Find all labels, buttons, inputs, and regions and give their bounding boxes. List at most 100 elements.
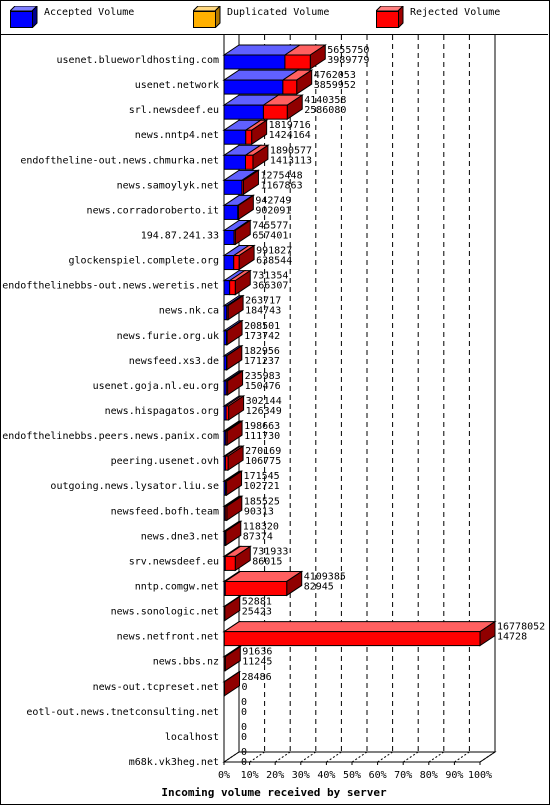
value-label-total: 991827 <box>256 246 292 257</box>
floor-grid-line <box>351 751 368 763</box>
server-label: endoftheline-out.news.chmurka.net <box>20 155 219 166</box>
bar-accepted <box>223 129 247 145</box>
value-label-total: 0 <box>241 722 247 733</box>
legend-swatch-accepted <box>8 4 39 30</box>
value-label-accepted: 3859952 <box>314 80 356 91</box>
server-label: news.hispagatos.org <box>105 406 219 417</box>
server-label: usenet.network <box>135 80 219 91</box>
value-label-accepted: 184743 <box>245 306 281 317</box>
value-label-accepted: 106775 <box>245 456 281 467</box>
floor-grid-line <box>223 751 240 763</box>
bar-accepted <box>223 104 264 120</box>
x-tick-label: 10% <box>241 770 259 781</box>
x-tick-label: 100% <box>468 770 492 781</box>
value-label-accepted: 902091 <box>255 205 291 216</box>
server-label: newsfeed.bofh.team <box>111 506 219 517</box>
value-label-accepted: 638544 <box>256 256 292 267</box>
server-label: news.corradoroberto.it <box>87 205 219 216</box>
floor-grid-line <box>377 751 393 763</box>
value-label-accepted: 90313 <box>244 506 274 517</box>
server-label: 194.87.241.33 <box>141 230 219 241</box>
value-label-accepted: 171237 <box>244 356 280 367</box>
bar-rejected <box>224 580 288 596</box>
x-tick-label: 90% <box>445 770 463 781</box>
value-label-accepted: 111730 <box>244 431 280 442</box>
value-label-total: 1890577 <box>270 145 312 156</box>
legend-item-duplicated <box>191 4 223 30</box>
x-tick-label: 70% <box>394 770 412 781</box>
value-label-total: 4762053 <box>314 70 356 81</box>
value-label-total: 91636 <box>242 647 272 658</box>
value-label-total: 942749 <box>255 195 291 206</box>
bar-rejected <box>233 255 240 271</box>
server-label: news.nk.ca <box>159 306 219 317</box>
bar-rejected <box>224 555 236 571</box>
value-label-total: 16778052 <box>497 622 545 633</box>
value-label-accepted: 150476 <box>245 381 281 392</box>
value-label-total: 302144 <box>246 396 282 407</box>
bar-accepted <box>223 154 247 170</box>
bar-rejected <box>245 154 254 170</box>
server-label: nntp.comgw.net <box>135 581 219 592</box>
value-label-accepted: 0 <box>241 732 247 743</box>
value-label-accepted: 3989779 <box>327 55 369 66</box>
value-label-accepted: 1413113 <box>270 155 312 166</box>
value-label-total: 731354 <box>252 271 288 282</box>
value-label-total: 4140358 <box>304 95 346 106</box>
x-axis-label: Incoming volume received by server <box>161 786 387 799</box>
server-label: srv.newsdeef.eu <box>129 556 219 567</box>
legend: Accepted Volume Duplicated Volume Reject… <box>0 0 548 35</box>
x-tick-label: 60% <box>369 770 387 781</box>
server-label: news.furie.org.uk <box>117 331 219 342</box>
value-label-accepted: 1167863 <box>260 180 302 191</box>
floor-grid-line <box>249 751 265 763</box>
server-label: peering.usenet.ovh <box>111 456 219 467</box>
value-label-accepted: 2586080 <box>304 105 346 116</box>
bar-rejected <box>233 229 236 245</box>
x-tick-label: 30% <box>292 770 310 781</box>
bar-accepted <box>223 229 235 245</box>
server-label: endofthelinebbs.peers.news.panix.com <box>2 431 219 442</box>
x-tick-label: 40% <box>317 770 335 781</box>
legend-label-duplicated: Duplicated Volume <box>227 7 330 18</box>
value-label-total: 4109385 <box>304 571 346 582</box>
legend-label-accepted: Accepted Volume <box>44 7 135 18</box>
server-label: outgoing.news.lysator.liu.se <box>50 481 219 492</box>
bar-rejected-top <box>222 621 497 633</box>
value-label-accepted: 657401 <box>252 230 288 241</box>
server-label: m68k.vk3heg.net <box>129 757 219 768</box>
bar-accepted <box>223 280 231 296</box>
server-label: news.dne3.net <box>141 531 219 542</box>
bar-rejected <box>282 79 298 95</box>
value-label-total: 731933 <box>252 546 288 557</box>
server-label: news.samoylyk.net <box>117 180 219 191</box>
bar-rejected <box>225 380 229 396</box>
bar-rejected <box>224 505 228 521</box>
legend-swatch-duplicated <box>191 4 222 30</box>
x-tick-label: 50% <box>343 770 361 781</box>
value-label-total: 745577 <box>252 220 288 231</box>
bar-rejected <box>224 530 227 546</box>
value-label-accepted: 86015 <box>252 556 282 567</box>
server-label: srl.newsdeef.eu <box>129 105 219 116</box>
server-label: news.sonologic.net <box>111 607 219 618</box>
bar-rejected <box>237 204 239 220</box>
x-tick-label: 0% <box>218 770 230 781</box>
server-label: news.netfront.net <box>117 632 219 643</box>
bar-rejected <box>262 104 288 120</box>
floor-grid-line <box>454 751 470 763</box>
server-label: eotl-out.news.tnetconsulting.net <box>26 707 219 718</box>
legend-swatch-rejected <box>374 4 405 30</box>
value-label-accepted: 87374 <box>243 531 273 542</box>
value-label-total: 235983 <box>245 371 281 382</box>
floor-grid-line <box>428 751 445 763</box>
bar-rejected <box>245 129 253 145</box>
server-label: glockenspiel.complete.org <box>68 256 219 267</box>
bar-rejected <box>229 280 236 296</box>
bar-rejected <box>223 656 226 672</box>
server-label: newsfeed.xs3.de <box>129 356 219 367</box>
value-label-total: 198663 <box>244 421 280 432</box>
value-label-total: 171545 <box>244 471 280 482</box>
bar-rejected-side <box>224 595 241 622</box>
value-label-total: 52881 <box>242 597 272 608</box>
